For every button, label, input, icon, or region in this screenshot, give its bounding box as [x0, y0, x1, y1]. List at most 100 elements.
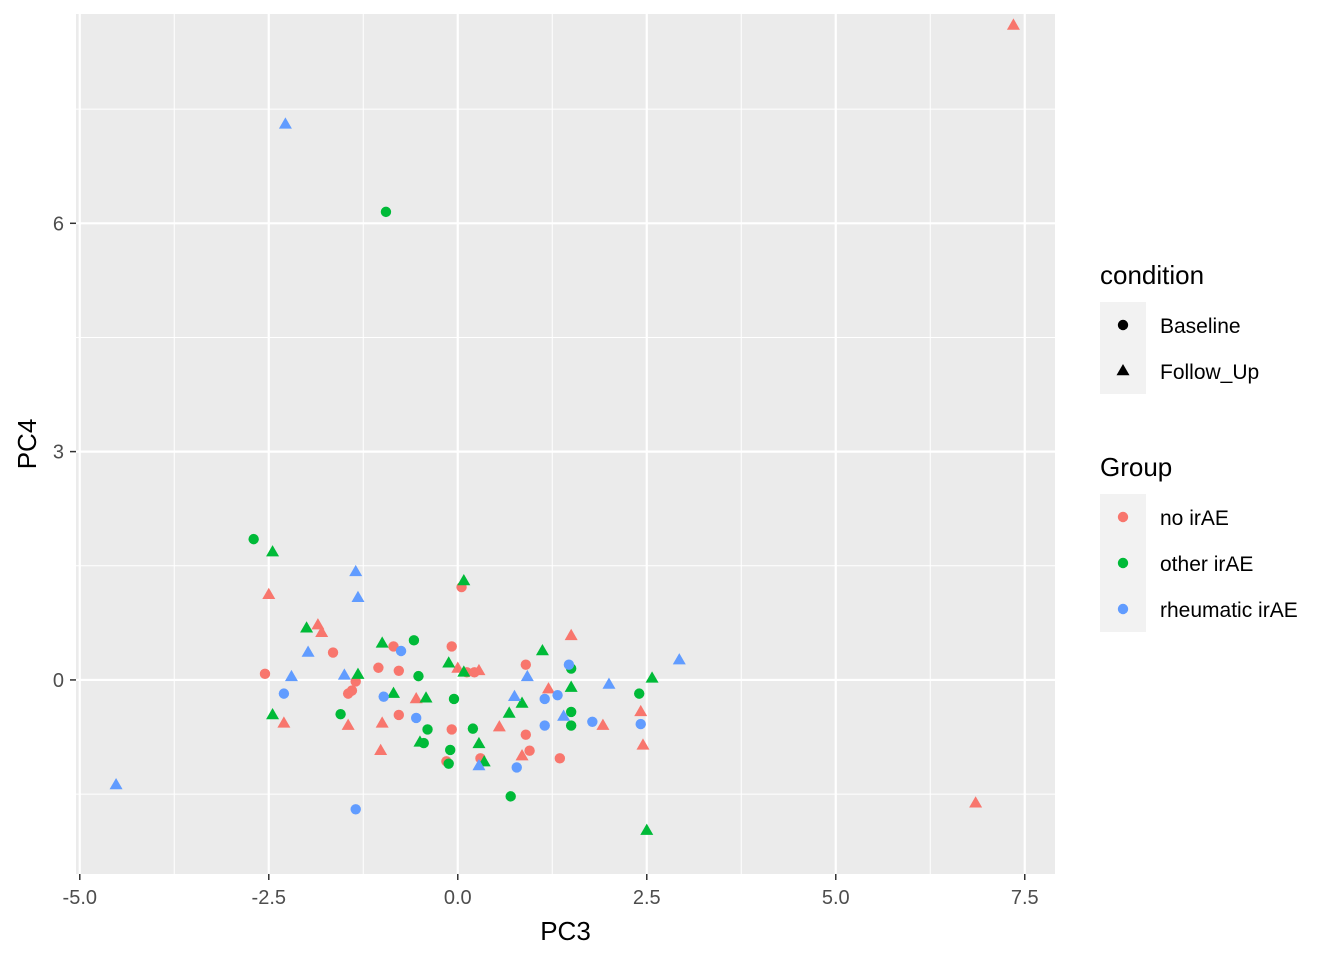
legend-label: Follow_Up: [1160, 361, 1259, 384]
data-point: [539, 693, 550, 705]
x-tick-label: -2.5: [252, 887, 286, 909]
data-point: [375, 716, 389, 728]
data-point: [410, 712, 422, 724]
data-point: [393, 665, 405, 676]
grid-major: [76, 14, 1055, 874]
data-point: [524, 745, 535, 756]
data-point: [395, 645, 407, 657]
data-point: [445, 744, 456, 756]
data-points: [109, 18, 1020, 835]
data-point: [311, 618, 325, 630]
legend-title: Group: [1100, 452, 1172, 482]
data-point: [388, 641, 399, 652]
y-axis: 0 3 6: [53, 213, 76, 692]
x-tick-label: 2.5: [633, 887, 661, 909]
data-point: [511, 762, 522, 773]
data-point: [587, 716, 598, 727]
data-point: [520, 659, 532, 670]
data-point: [387, 686, 401, 698]
data-point: [266, 707, 280, 720]
data-point: [446, 724, 457, 735]
data-point: [472, 758, 486, 771]
data-point: [457, 665, 471, 677]
data-point: [378, 691, 389, 702]
data-point: [467, 723, 479, 734]
data-point: [375, 636, 389, 648]
data-point: [278, 117, 292, 129]
legend-key-color: [1117, 603, 1129, 615]
data-point: [346, 685, 358, 696]
data-point: [451, 661, 465, 673]
data-point: [457, 574, 471, 586]
data-point: [446, 641, 457, 652]
data-point: [284, 669, 298, 682]
y-tick-label: 6: [53, 213, 64, 235]
data-point: [327, 647, 339, 658]
x-axis-title: PC3: [540, 916, 591, 946]
legend-key-color: [1117, 511, 1129, 523]
data-point: [301, 645, 315, 657]
data-point: [563, 659, 575, 670]
data-point: [564, 680, 578, 692]
y-tick-label: 3: [53, 442, 64, 464]
data-point: [374, 743, 388, 755]
data-point: [262, 587, 276, 599]
data-point: [109, 777, 123, 790]
legend-label: no irAE: [1160, 507, 1229, 530]
data-point: [472, 663, 486, 676]
x-tick-label: -5.0: [63, 887, 97, 909]
data-point: [554, 753, 566, 764]
data-point: [408, 635, 420, 646]
data-point: [565, 720, 577, 731]
x-axis: -5.0 -2.5 0.0 2.5 5.0 7.5: [63, 874, 1039, 909]
data-point: [515, 749, 529, 761]
legend-label: rheumatic irAE: [1160, 599, 1298, 622]
data-point: [277, 716, 291, 728]
data-point: [422, 724, 433, 735]
data-point: [448, 693, 460, 705]
legend-key-background: [1100, 302, 1146, 394]
data-point: [634, 688, 645, 699]
data-point: [413, 735, 427, 747]
data-point: [472, 736, 486, 749]
data-point: [351, 590, 365, 603]
data-point: [1006, 18, 1020, 30]
data-point: [266, 545, 280, 557]
data-point: [248, 533, 259, 545]
data-point: [278, 688, 290, 699]
data-point: [565, 706, 577, 718]
data-point: [634, 704, 648, 717]
data-point: [635, 718, 646, 730]
data-point: [315, 625, 329, 638]
data-point: [419, 691, 433, 703]
data-point: [602, 677, 616, 689]
x-tick-label: 0.0: [444, 887, 472, 909]
data-point: [672, 653, 686, 665]
data-point: [300, 621, 314, 633]
legend: condition Baseline Follow_Up Group no irAE ot…: [1100, 260, 1298, 632]
panel-background: [76, 14, 1055, 874]
data-point: [335, 708, 346, 720]
legend-label: Baseline: [1160, 315, 1241, 338]
data-point: [520, 669, 534, 682]
data-point: [505, 791, 516, 802]
legend-key-triangle: [1116, 364, 1130, 376]
data-point: [640, 823, 654, 835]
data-point: [409, 691, 423, 704]
data-point: [442, 656, 456, 668]
data-point: [969, 796, 983, 808]
data-point: [393, 709, 405, 721]
data-point: [552, 689, 563, 701]
data-point: [645, 671, 659, 683]
data-point: [351, 667, 365, 679]
x-tick-label: 7.5: [1011, 887, 1039, 909]
x-tick-label: 5.0: [822, 887, 850, 909]
data-point: [349, 564, 363, 577]
data-point: [341, 718, 355, 730]
data-point: [259, 668, 271, 680]
data-point: [541, 682, 555, 694]
data-point: [492, 720, 506, 732]
data-point: [373, 662, 384, 673]
data-point: [380, 206, 392, 218]
